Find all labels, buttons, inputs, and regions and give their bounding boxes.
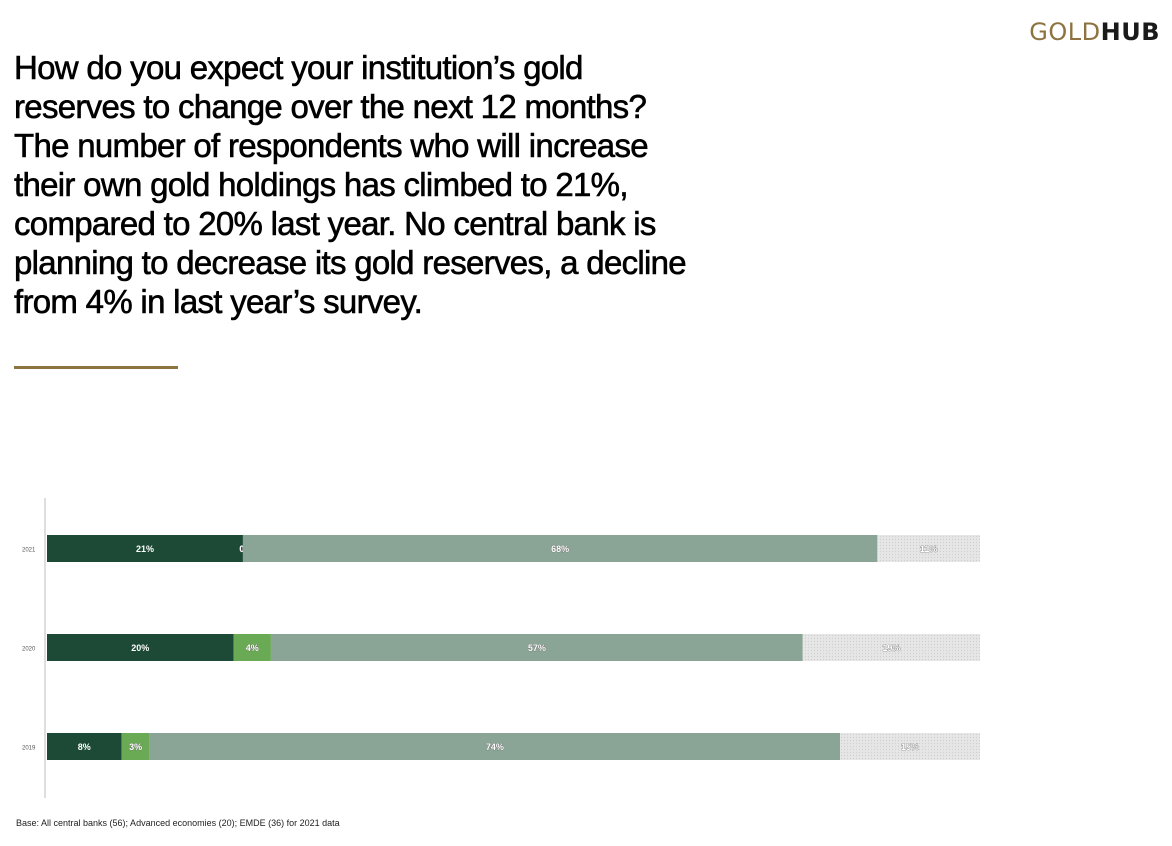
data-label: 8%: [78, 742, 91, 752]
data-label: 15%: [901, 742, 919, 752]
footnote: Base: All central banks (56); Advanced e…: [16, 818, 340, 828]
bar-segment: [877, 535, 980, 562]
bar-segment: [47, 535, 243, 562]
bar-segment: [121, 733, 150, 760]
logo-gold: GOLD: [1029, 18, 1101, 46]
data-label: 19%: [882, 643, 900, 653]
bar-segment: [270, 634, 803, 661]
bar-segment: [47, 733, 122, 760]
category-label: 2019: [22, 746, 36, 752]
data-label: 74%: [486, 742, 504, 752]
data-label: 11%: [920, 544, 938, 554]
data-label: 20%: [131, 643, 149, 653]
headline: How do you expect your institution’s gol…: [14, 49, 687, 321]
bar-segment: [233, 634, 271, 661]
bar-segment: [802, 634, 980, 661]
data-label: 68%: [551, 544, 569, 554]
data-label: 57%: [528, 643, 546, 653]
bar-segment: [242, 535, 878, 562]
bar-segment: [840, 733, 980, 760]
bar-segment: [47, 634, 234, 661]
data-label: 4%: [246, 643, 259, 653]
stacked-bar-chart: 202121%0%68%11%202020%4%57%19%20198%3%74…: [22, 498, 980, 798]
goldhub-logo[interactable]: GOLDHUB: [1029, 18, 1160, 46]
data-label: 3%: [129, 742, 142, 752]
data-label: 21%: [136, 544, 154, 554]
headline-underline: [14, 366, 178, 369]
bar-segment: [149, 733, 841, 760]
category-label: 2020: [22, 647, 36, 653]
logo-hub: HUB: [1100, 18, 1160, 46]
category-label: 2021: [22, 548, 36, 554]
